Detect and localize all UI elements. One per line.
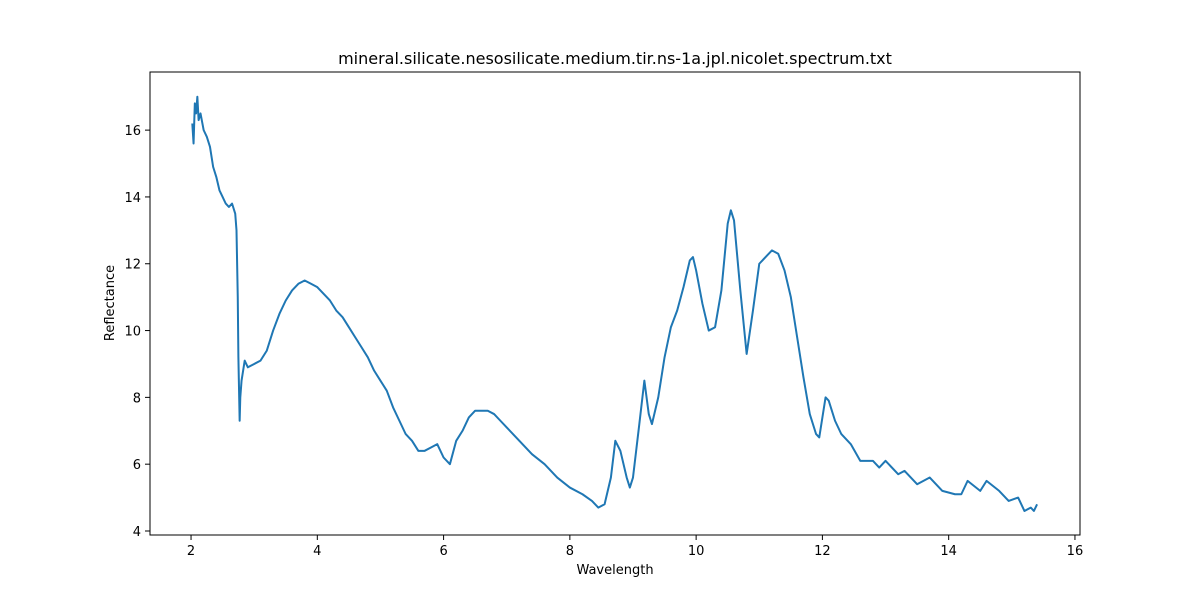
x-tick-label: 16 [1067, 544, 1084, 559]
chart-title: mineral.silicate.nesosilicate.medium.tir… [338, 49, 892, 68]
y-tick-label: 10 [124, 325, 141, 340]
x-tick-label: 10 [688, 544, 705, 559]
x-tick-label: 2 [187, 544, 195, 559]
y-tick-label: 4 [133, 525, 141, 540]
x-tick-label: 6 [439, 544, 447, 559]
y-tick-label: 12 [124, 258, 141, 273]
plot-frame [149, 71, 1081, 536]
spectrum-line [191, 95, 1038, 512]
y-tick-label: 8 [133, 391, 141, 406]
x-tick-label: 14 [940, 544, 957, 559]
y-tick-label: 14 [124, 191, 141, 206]
y-tick-label: 6 [133, 458, 141, 473]
y-tick-label: 16 [124, 124, 141, 139]
x-tick-label: 4 [313, 544, 321, 559]
x-axis-label: Wavelength [576, 563, 653, 578]
y-axis-label: Reflectance [103, 265, 118, 341]
x-tick-label: 8 [566, 544, 574, 559]
x-tick-label: 12 [814, 544, 831, 559]
